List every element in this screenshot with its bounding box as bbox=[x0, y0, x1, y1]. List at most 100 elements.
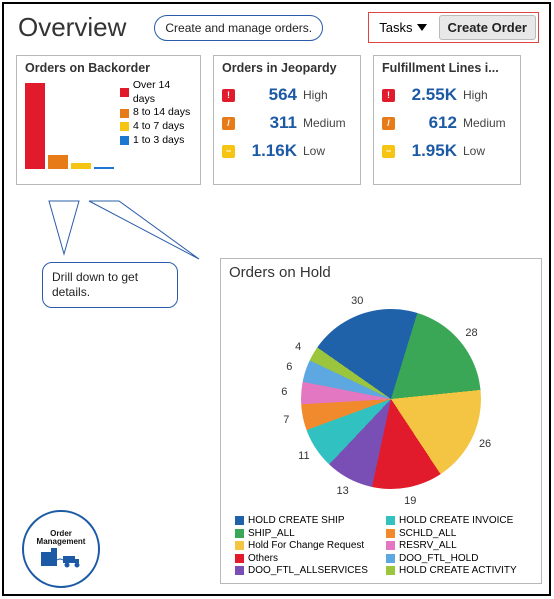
badge-text: OrderManagement bbox=[37, 530, 86, 547]
legend-item: Over 14 days bbox=[120, 79, 194, 106]
legend-item: RESRV_ALL bbox=[386, 540, 533, 551]
header-bar: Overview Create and manage orders. Tasks… bbox=[4, 4, 549, 49]
factory-truck-icon bbox=[39, 546, 83, 568]
stat-label: Low bbox=[463, 144, 485, 158]
jeopardy-rows: ! 564 High / 311 Medium −1.16K Low bbox=[214, 79, 360, 167]
legend-label: Over 14 days bbox=[133, 79, 194, 106]
backorder-bar bbox=[25, 83, 45, 169]
backorder-title: Orders on Backorder bbox=[17, 56, 200, 79]
legend-item: SCHLD_ALL bbox=[386, 528, 533, 539]
legend-label: SHIP_ALL bbox=[248, 528, 295, 539]
legend-label: HOLD CREATE INVOICE bbox=[399, 515, 513, 526]
stat-value: 1.16K bbox=[241, 141, 297, 161]
pie-slice-label: 6 bbox=[286, 361, 292, 373]
header-actions: Tasks Create Order bbox=[368, 12, 539, 43]
fulfillment-card[interactable]: Fulfillment Lines i... ! 2.55K High / 612 Med… bbox=[373, 55, 521, 185]
jeopardy-title: Orders in Jeopardy bbox=[214, 56, 360, 79]
tasks-dropdown[interactable]: Tasks bbox=[371, 15, 434, 40]
legend-label: Hold For Change Request bbox=[248, 540, 364, 551]
hold-legend: HOLD CREATE SHIP HOLD CREATE INVOICE SHIP_… bbox=[221, 515, 541, 580]
legend-item: 8 to 14 days bbox=[120, 106, 194, 120]
legend-label: 1 to 3 days bbox=[133, 134, 184, 148]
legend-label: Others bbox=[248, 553, 278, 564]
legend-item: HOLD CREATE INVOICE bbox=[386, 515, 533, 526]
drilldown-callout: Drill down to get details. bbox=[42, 262, 178, 308]
stat-value: 311 bbox=[241, 113, 297, 133]
legend-swatch-icon bbox=[120, 122, 129, 131]
stat-label: Medium bbox=[303, 116, 346, 130]
create-order-button[interactable]: Create Order bbox=[439, 15, 536, 40]
order-management-badge[interactable]: OrderManagement bbox=[22, 510, 100, 588]
legend-swatch-icon bbox=[235, 516, 244, 525]
legend-item: DOO_FTL_ALLSERVICES bbox=[235, 565, 382, 576]
pie-slice-label: 13 bbox=[336, 485, 348, 497]
backorder-card[interactable]: Orders on Backorder Over 14 days8 to 14 … bbox=[16, 55, 201, 185]
stat-value: 2.55K bbox=[401, 85, 457, 105]
app-frame: Overview Create and manage orders. Tasks… bbox=[2, 2, 551, 596]
backorder-bar bbox=[94, 167, 114, 169]
backorder-bar bbox=[48, 155, 68, 169]
legend-item: HOLD CREATE ACTIVITY bbox=[386, 565, 533, 576]
pie-slice-label: 11 bbox=[298, 450, 309, 462]
severity-icon: / bbox=[222, 117, 235, 130]
stat-label: High bbox=[463, 88, 488, 102]
jeopardy-card[interactable]: Orders in Jeopardy ! 564 High / 311 Medium −1.… bbox=[213, 55, 361, 185]
legend-swatch-icon bbox=[386, 554, 395, 563]
legend-item: HOLD CREATE SHIP bbox=[235, 515, 382, 526]
fulfillment-title: Fulfillment Lines i... bbox=[374, 56, 520, 79]
legend-label: 8 to 14 days bbox=[133, 106, 190, 120]
pie-slice-label: 28 bbox=[465, 327, 477, 339]
legend-item: 1 to 3 days bbox=[120, 134, 194, 148]
pie-slice-label: 4 bbox=[295, 341, 301, 353]
legend-item: DOO_FTL_HOLD bbox=[386, 553, 533, 564]
stat-label: Medium bbox=[463, 116, 506, 130]
stat-value: 1.95K bbox=[401, 141, 457, 161]
legend-item: Hold For Change Request bbox=[235, 540, 382, 551]
stat-row: ! 564 High bbox=[222, 81, 352, 109]
stat-label: Low bbox=[303, 144, 325, 158]
chevron-down-icon bbox=[417, 24, 427, 31]
severity-icon: ! bbox=[382, 89, 395, 102]
severity-icon: ! bbox=[222, 89, 235, 102]
legend-swatch-icon bbox=[235, 566, 244, 575]
legend-label: DOO_FTL_ALLSERVICES bbox=[248, 565, 368, 576]
pie-slice-label: 30 bbox=[351, 295, 363, 307]
hold-pie-chart bbox=[301, 309, 481, 489]
legend-swatch-icon bbox=[386, 566, 395, 575]
legend-swatch-icon bbox=[386, 529, 395, 538]
stat-row: −1.95K Low bbox=[382, 137, 512, 165]
backorder-bar-chart bbox=[23, 79, 114, 169]
stat-value: 564 bbox=[241, 85, 297, 105]
legend-label: DOO_FTL_HOLD bbox=[399, 553, 478, 564]
legend-item: SHIP_ALL bbox=[235, 528, 382, 539]
pie-slice-label: 7 bbox=[283, 414, 289, 426]
stat-row: −1.16K Low bbox=[222, 137, 352, 165]
pie-slice-label: 26 bbox=[479, 438, 491, 450]
legend-item: Others bbox=[235, 553, 382, 564]
tagline-pill: Create and manage orders. bbox=[154, 15, 323, 41]
stat-label: High bbox=[303, 88, 328, 102]
legend-item: 4 to 7 days bbox=[120, 120, 194, 134]
severity-icon: − bbox=[222, 145, 235, 158]
stat-value: 612 bbox=[401, 113, 457, 133]
severity-icon: / bbox=[382, 117, 395, 130]
hold-pie-wrap: 3028261913117664 bbox=[221, 285, 541, 515]
severity-icon: − bbox=[382, 145, 395, 158]
pie-slice-label: 6 bbox=[281, 386, 287, 398]
backorder-legend: Over 14 days8 to 14 days4 to 7 days1 to … bbox=[120, 79, 194, 169]
tasks-label: Tasks bbox=[379, 20, 412, 35]
legend-swatch-icon bbox=[235, 541, 244, 550]
backorder-bar bbox=[71, 163, 91, 169]
legend-swatch-icon bbox=[120, 136, 129, 145]
fulfillment-rows: ! 2.55K High / 612 Medium −1.95K Low bbox=[374, 79, 520, 167]
legend-swatch-icon bbox=[120, 109, 129, 118]
stat-row: / 311 Medium bbox=[222, 109, 352, 137]
pie-slice-label: 19 bbox=[404, 495, 416, 507]
legend-label: HOLD CREATE ACTIVITY bbox=[399, 565, 517, 576]
legend-label: RESRV_ALL bbox=[399, 540, 457, 551]
orders-on-hold-card[interactable]: Orders on Hold 3028261913117664 HOLD CRE… bbox=[220, 258, 542, 584]
legend-swatch-icon bbox=[386, 541, 395, 550]
summary-cards-row: Orders on Backorder Over 14 days8 to 14 … bbox=[4, 49, 549, 185]
legend-swatch-icon bbox=[235, 529, 244, 538]
legend-swatch-icon bbox=[235, 554, 244, 563]
